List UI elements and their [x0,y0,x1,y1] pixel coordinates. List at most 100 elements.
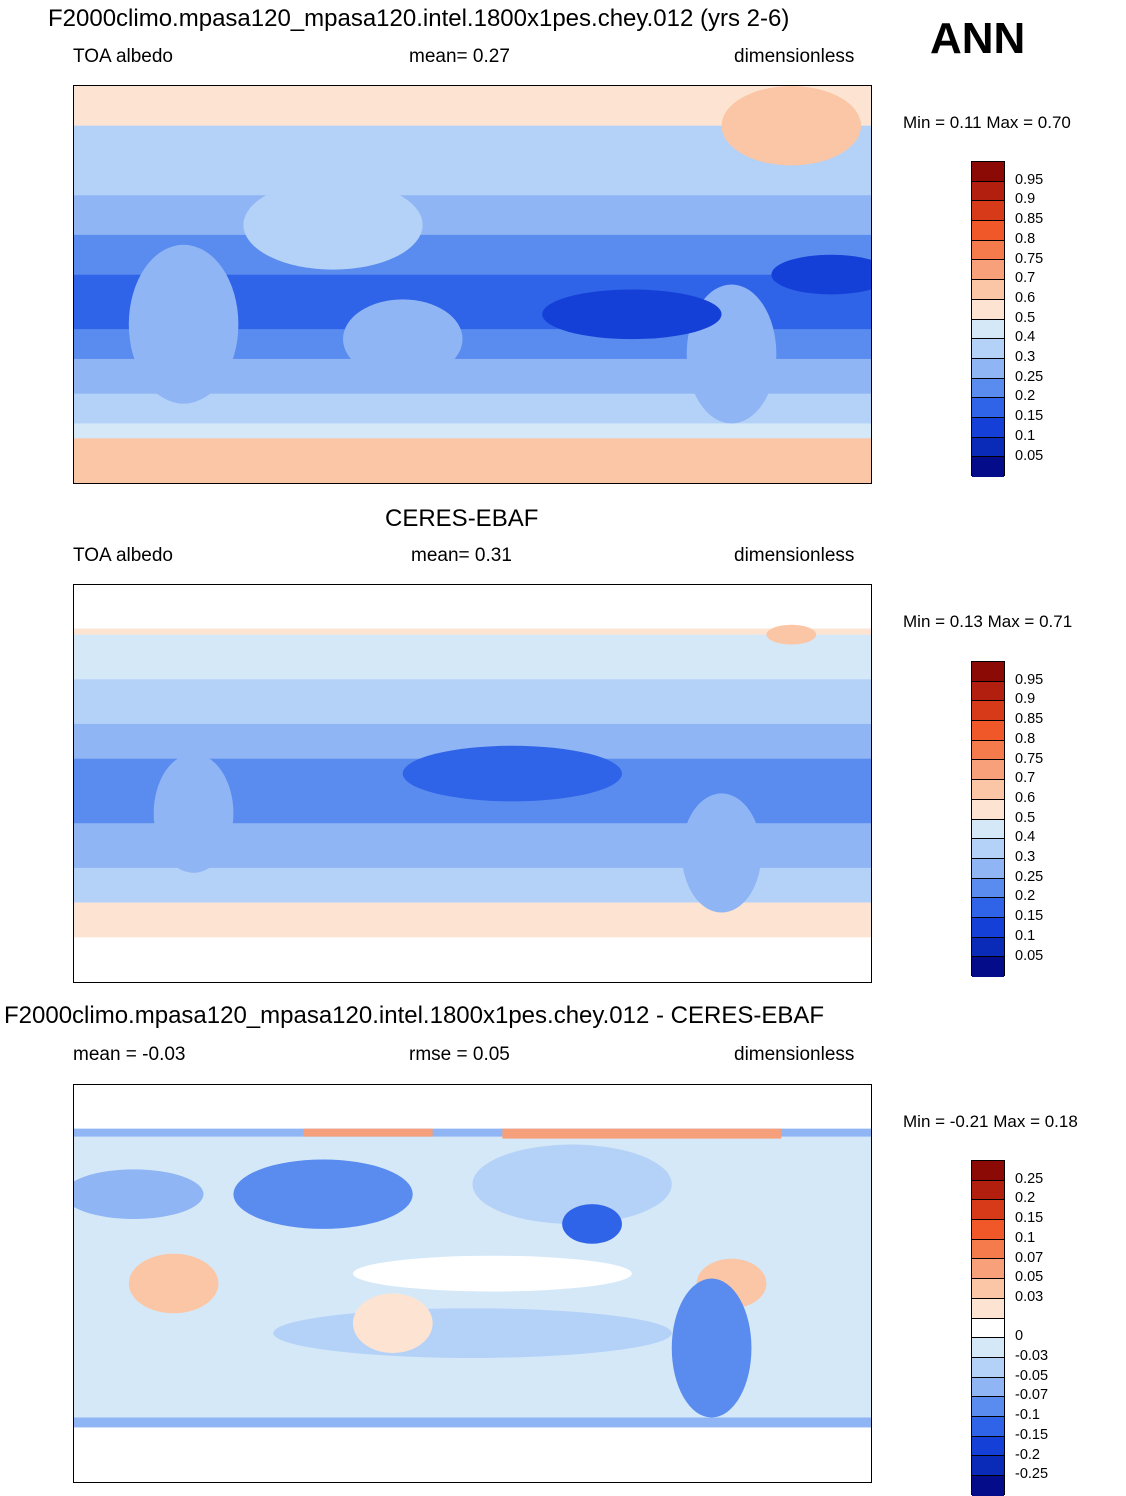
colorbar-segment [972,1180,1004,1201]
panel3-field-svg [74,1085,871,1482]
colorbar-segment [972,437,1004,458]
colorbar-segment [972,299,1004,320]
colorbar-tick-label: 0.95 [1015,671,1044,688]
colorbar-segment [972,398,1004,418]
colorbar-segment [972,457,1004,477]
colorbar-tick-label: 0.4 [1015,329,1036,346]
panel3-minmax: Min = -0.21 Max = 0.18 [903,1112,1078,1131]
colorbar-segment [972,681,1004,702]
panel1-minmax: Min = 0.11 Max = 0.70 [903,113,1071,132]
colorbar-segment [972,917,1004,938]
colorbar-tick-label: -0.03 [1015,1348,1049,1364]
colorbar-tick-label: -0.15 [1015,1426,1049,1443]
colorbar-tick-label: 0.05 [1015,947,1044,964]
colorbar-segment [972,181,1004,202]
panel2-minmax: Min = 0.13 Max = 0.71 [903,612,1073,631]
colorbar-tick-label: 0.2 [1015,888,1036,905]
colorbar-segment [972,1239,1004,1260]
colorbar-segment [972,378,1004,399]
colorbar-segment [972,721,1004,741]
colorbar-segment [972,1259,1004,1280]
colorbar-tick-label: 0.15 [1015,908,1044,925]
colorbar-tick-label: -0.07 [1015,1387,1049,1404]
colorbar-segment [972,339,1004,359]
colorbar-tick-label: 0.9 [1015,691,1036,708]
colorbar-segment [972,1220,1004,1240]
colorbar-tick-label: -0.25 [1015,1466,1049,1483]
colorbar-tick-label: 0.75 [1015,750,1044,767]
colorbar-tick-label: 0.4 [1015,829,1036,846]
colorbar-tick-label: 0.5 [1015,309,1036,326]
colorbar-segment [972,1436,1004,1457]
colorbar-segment [972,878,1004,899]
panel2-variable: TOA albedo [73,545,174,566]
colorbar-segment [972,1397,1004,1417]
colorbar-tick-label: 0.3 [1015,349,1036,365]
colorbar-segment [972,280,1004,300]
panel2-mean: mean= 0.31 [411,545,512,566]
panel1-colorbar [971,161,1005,477]
colorbar-tick-label: 0.8 [1015,730,1036,747]
colorbar-tick-label: 0.9 [1015,191,1036,208]
colorbar-segment [972,162,1004,182]
colorbar-segment [972,858,1004,879]
panel3-map [73,1084,872,1483]
colorbar-segment [972,839,1004,859]
colorbar-tick-label: 0.15 [1015,408,1044,425]
panel1-field-svg [74,86,871,483]
colorbar-tick-label: 0.85 [1015,211,1044,228]
colorbar-segment [972,358,1004,379]
colorbar-tick-label: 0.2 [1015,1190,1036,1207]
colorbar-segment [972,740,1004,761]
colorbar-tick-label: 0.8 [1015,230,1036,247]
colorbar-tick-label: 0.1 [1015,927,1036,944]
colorbar-tick-label: -0.05 [1015,1367,1049,1384]
panel3-colorbar [971,1160,1005,1496]
panel3-rmse: rmse = 0.05 [409,1044,510,1065]
colorbar-tick-label: 0.5 [1015,809,1036,826]
colorbar-segment [972,260,1004,281]
colorbar-tick-label: 0.05 [1015,1269,1044,1286]
colorbar-tick-label: 0.03 [1015,1288,1044,1305]
colorbar-segment [972,1476,1004,1496]
colorbar-tick-label: 0.7 [1015,270,1036,287]
colorbar-tick-label: 0.25 [1015,868,1044,885]
colorbar-tick-label: 0.6 [1015,289,1036,306]
panel2-title: CERES-EBAF [385,505,539,532]
colorbar-segment [972,662,1004,682]
colorbar-segment [972,319,1004,340]
colorbar-tick-label: 0.3 [1015,849,1036,865]
colorbar-segment [972,1318,1004,1339]
colorbar-tick-label: 0.95 [1015,171,1044,188]
panel3-title: F2000climo.mpasa120_mpasa120.intel.1800x… [4,1002,825,1029]
colorbar-tick-label: -0.1 [1015,1407,1040,1424]
colorbar-segment [972,819,1004,840]
colorbar-segment [972,240,1004,261]
colorbar-tick-label: 0.07 [1015,1249,1044,1266]
colorbar-segment [972,1161,1004,1181]
panel2-units: dimensionless [734,545,855,566]
colorbar-tick-label: 0.1 [1015,427,1036,444]
colorbar-segment [972,957,1004,977]
colorbar-tick-label: 0.2 [1015,388,1036,405]
colorbar-segment [972,1456,1004,1476]
panel1-title: F2000climo.mpasa120_mpasa120.intel.1800x… [48,5,790,32]
colorbar-segment [972,1200,1004,1221]
colorbar-segment [972,1279,1004,1299]
colorbar-segment [972,760,1004,781]
colorbar-segment [972,1377,1004,1398]
colorbar-segment [972,1416,1004,1437]
colorbar-segment [972,701,1004,722]
colorbar-tick-label: 0.05 [1015,447,1044,464]
colorbar-tick-label: 0.6 [1015,789,1036,806]
colorbar-tick-label: 0.15 [1015,1210,1044,1227]
colorbar-segment [972,780,1004,800]
colorbar-segment [972,1298,1004,1319]
panel2-field-svg [74,585,871,982]
colorbar-segment [972,898,1004,918]
colorbar-tick-label: 0.85 [1015,711,1044,728]
panel2-map [73,584,872,983]
colorbar-segment [972,1338,1004,1358]
panel1-map [73,85,872,484]
panel1-variable: TOA albedo [73,46,174,67]
